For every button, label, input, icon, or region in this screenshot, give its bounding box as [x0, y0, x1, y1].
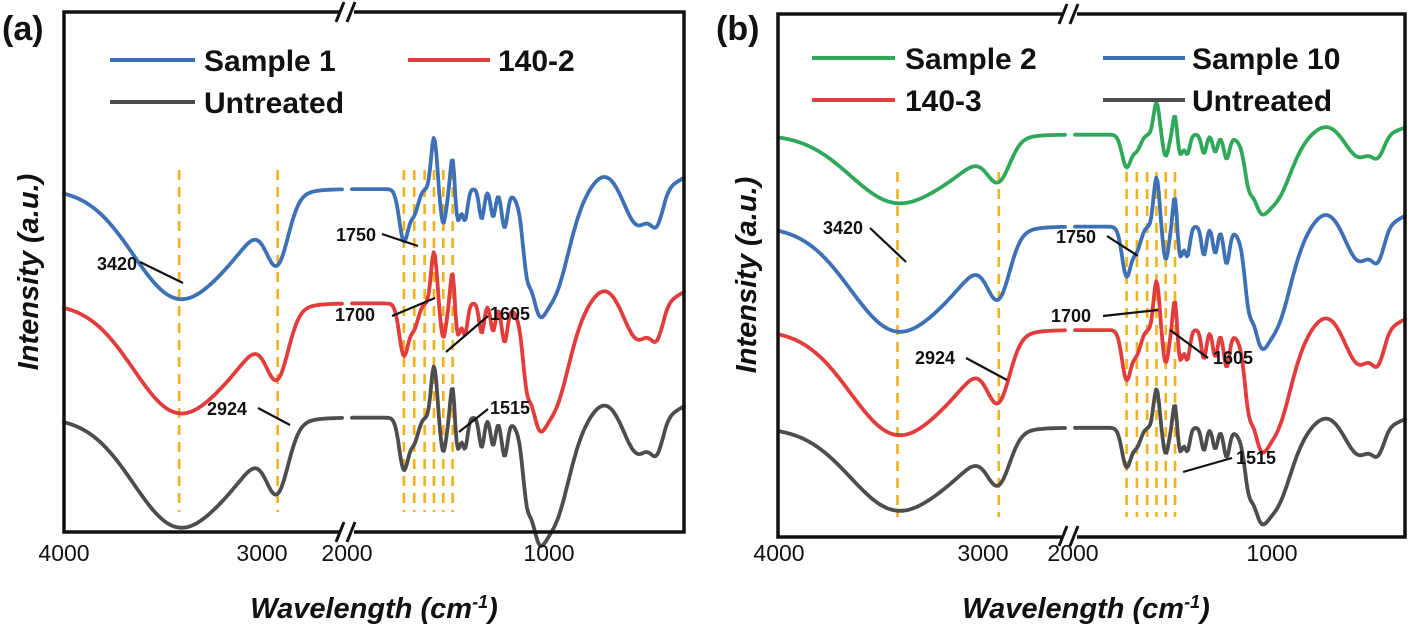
panel-a-annotation-1700: 1700 — [335, 305, 375, 325]
panel-a: (a) 3420 2924 1750 1700 1605 1515 Sample… — [2, 0, 686, 625]
panel-a-plot-frame — [62, 10, 686, 534]
panel-b-x-axis-title: Wavelength (cm-1) — [962, 592, 1210, 625]
legend-label-sample-2: Sample 2 — [905, 43, 1037, 76]
leader-line-1750 — [1106, 235, 1139, 257]
panel-b-tick-2000: 2000 — [1047, 540, 1098, 566]
leader-line-2924 — [965, 357, 1008, 381]
series-sample-2-left — [777, 132, 1067, 206]
panel-b-annotation-1605: 1605 — [1213, 348, 1253, 368]
panel-a-tick-3000: 3000 — [236, 540, 287, 566]
panel-a-label: (a) — [2, 10, 44, 48]
panel-b-annotation-3420: 3420 — [823, 218, 863, 238]
legend-label-untreated: Untreated — [204, 87, 344, 120]
panel-b-tick-1000: 1000 — [1246, 540, 1297, 566]
panel-b-break-mark — [1068, 525, 1080, 547]
panel-a-tick-1000: 1000 — [523, 540, 574, 566]
panel-b-annotation-1700: 1700 — [1051, 306, 1091, 326]
panel-b: (b) 3420 2924 1750 1700 1605 1515 Sample… — [716, 2, 1407, 625]
panel-b-marker-lines — [896, 172, 1177, 517]
leader-line-1700 — [1102, 308, 1159, 318]
leader-line-1515 — [1182, 456, 1233, 474]
leader-line-2924 — [257, 407, 291, 426]
panel-b-annotation-1515: 1515 — [1236, 448, 1276, 468]
panel-a-annotation-1605: 1605 — [490, 304, 530, 324]
panel-b-y-axis-title: Intensity (a.u.) — [731, 177, 763, 374]
leader-line-1750 — [381, 232, 419, 248]
panel-b-annotation-1750: 1750 — [1056, 227, 1096, 247]
series-sample-10-left — [777, 225, 1067, 334]
legend-label-140-3: 140-3 — [905, 85, 982, 118]
panel-a-marker-lines — [177, 170, 454, 512]
leader-line-1605 — [1169, 329, 1209, 359]
panel-a-break-mark — [345, 1, 357, 23]
panel-b-plot-frame — [776, 12, 1407, 539]
leader-line-3420 — [869, 227, 907, 263]
panel-b-curves — [777, 100, 1407, 527]
panel-b-break-mark — [1068, 3, 1080, 25]
legend-label-sample-1: Sample 1 — [204, 45, 336, 78]
panel-b-break-mark — [1057, 525, 1069, 547]
series-sample-1-left — [62, 187, 344, 302]
panel-a-annotation-3420: 3420 — [97, 254, 137, 274]
panel-b-break-mark — [1057, 3, 1069, 25]
series-140-2-left — [62, 301, 344, 416]
panel-b-annotation-2924: 2924 — [915, 348, 955, 368]
panel-a-annotation-1750: 1750 — [336, 225, 376, 245]
panel-a-break-mark — [334, 521, 346, 543]
panel-b-tick-4000: 4000 — [753, 540, 804, 566]
series-sample-10-right — [1073, 175, 1407, 351]
series-140-3-left — [777, 328, 1067, 438]
series-sample-1-right — [350, 136, 686, 320]
panel-b-tick-3000: 3000 — [957, 540, 1008, 566]
panel-a-y-axis-title: Intensity (a.u.) — [13, 174, 45, 371]
panel-a-tick-2000: 2000 — [321, 540, 372, 566]
panel-a-x-axis-title: Wavelength (cm-1) — [250, 592, 498, 625]
panel-a-break-mark — [334, 1, 346, 23]
panel-a-tick-4000: 4000 — [38, 540, 89, 566]
panel-b-label: (b) — [716, 10, 759, 48]
series-sample-2-right — [1073, 100, 1407, 217]
leader-line-1700 — [391, 296, 436, 318]
panel-a-break-mark — [345, 521, 357, 543]
panel-b-legend: Sample 2 Sample 10 140-3 Untreated — [812, 43, 1340, 118]
leader-line-1605 — [445, 315, 489, 353]
panel-b-axis-break-gap-bottom — [1063, 528, 1077, 548]
series-untreated-right — [350, 364, 686, 548]
legend-label-untreated: Untreated — [1192, 85, 1332, 118]
legend-label-140-2: 140-2 — [498, 45, 575, 78]
series-untreated-right — [1073, 387, 1407, 527]
panel-a-legend: Sample 1 140-2 Untreated — [110, 45, 575, 120]
series-140-3-right — [1073, 279, 1407, 455]
leader-line-3420 — [139, 261, 184, 284]
panel-a-annotation-2924: 2924 — [207, 399, 247, 419]
panel-a-curves — [62, 136, 686, 548]
series-140-2-right — [350, 250, 686, 434]
legend-label-sample-10: Sample 10 — [1192, 43, 1340, 76]
panel-a-annotation-1515: 1515 — [490, 398, 530, 418]
panel-a-leader-lines — [139, 232, 489, 433]
leader-line-1515 — [458, 408, 489, 433]
panel-a-axis-break-gap-bottom — [340, 524, 354, 544]
series-untreated-left — [62, 416, 344, 530]
panel-b-leader-lines — [869, 227, 1233, 474]
series-untreated-left — [777, 426, 1067, 513]
